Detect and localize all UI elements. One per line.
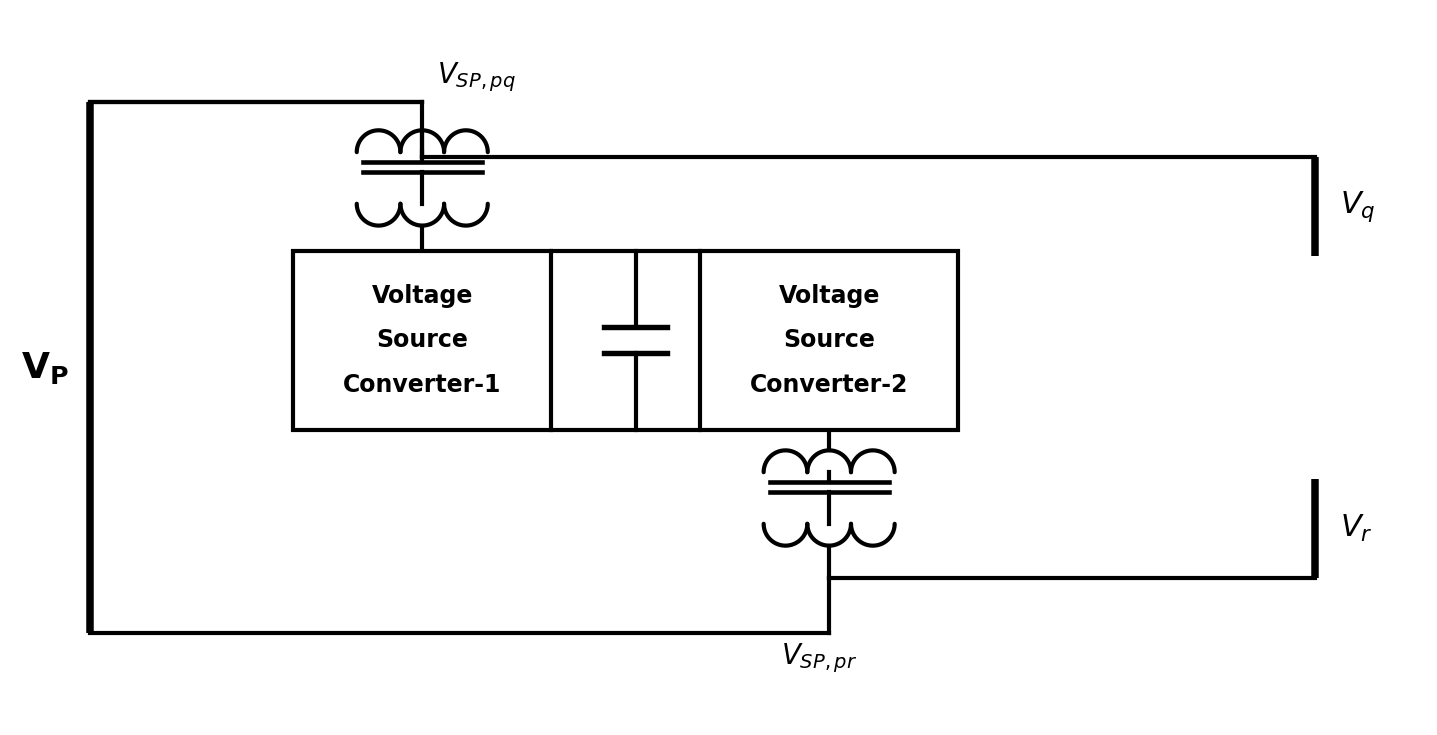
- Text: Source: Source: [376, 329, 468, 352]
- Text: $V_q$: $V_q$: [1341, 189, 1375, 223]
- Text: $V_{SP,pq}$: $V_{SP,pq}$: [437, 60, 516, 94]
- Text: $\mathbf{V_P}$: $\mathbf{V_P}$: [22, 350, 69, 385]
- Bar: [293, 251, 552, 429]
- Text: Converter-2: Converter-2: [750, 373, 908, 397]
- Text: Converter-1: Converter-1: [343, 373, 502, 397]
- Bar: [700, 251, 958, 429]
- Text: Voltage: Voltage: [779, 284, 879, 307]
- Text: $V_{SP,pr}$: $V_{SP,pr}$: [782, 641, 858, 675]
- Text: Voltage: Voltage: [372, 284, 473, 307]
- Text: $V_r$: $V_r$: [1341, 513, 1372, 545]
- Text: Source: Source: [783, 329, 875, 352]
